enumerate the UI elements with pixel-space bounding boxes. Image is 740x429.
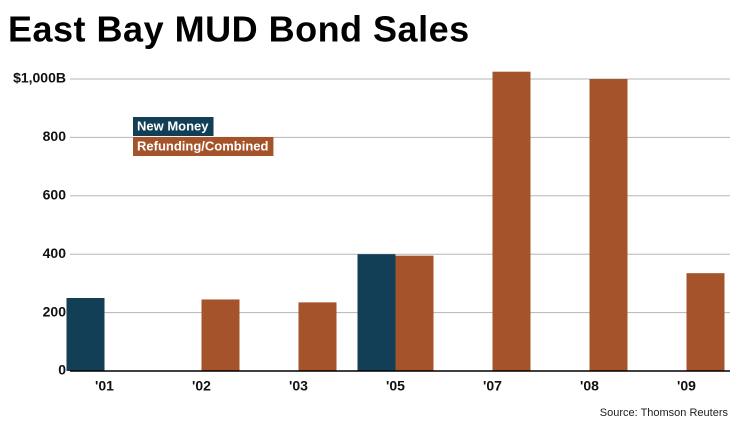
y-tick-label: 800 (43, 128, 67, 144)
bar (66, 298, 105, 371)
x-tick-label: '05 (386, 378, 405, 394)
legend-label: Refunding/Combined (137, 138, 268, 153)
bar (395, 255, 434, 371)
source-note: Source: Thomson Reuters (600, 407, 729, 419)
chart-title: East Bay MUD Bond Sales (8, 9, 470, 50)
y-tick-label: $1,000B (13, 70, 66, 86)
bar (589, 79, 628, 371)
bar (357, 254, 396, 371)
x-tick-label: '03 (289, 378, 308, 394)
legend-label: New Money (137, 118, 209, 133)
y-tick-label: 200 (43, 303, 67, 319)
y-tick-label: 0 (58, 362, 66, 378)
legend-swatch (133, 137, 274, 156)
x-tick-label: '08 (580, 378, 599, 394)
legend-swatch (133, 117, 214, 136)
bar (201, 299, 240, 371)
bar (686, 273, 725, 371)
x-tick-label: '07 (483, 378, 502, 394)
bar (492, 71, 531, 371)
bar (298, 302, 337, 371)
y-tick-label: 400 (43, 245, 67, 261)
x-tick-label: '01 (95, 378, 114, 394)
x-tick-label: '02 (192, 378, 211, 394)
x-tick-label: '09 (677, 378, 696, 394)
y-tick-label: 600 (43, 187, 67, 203)
